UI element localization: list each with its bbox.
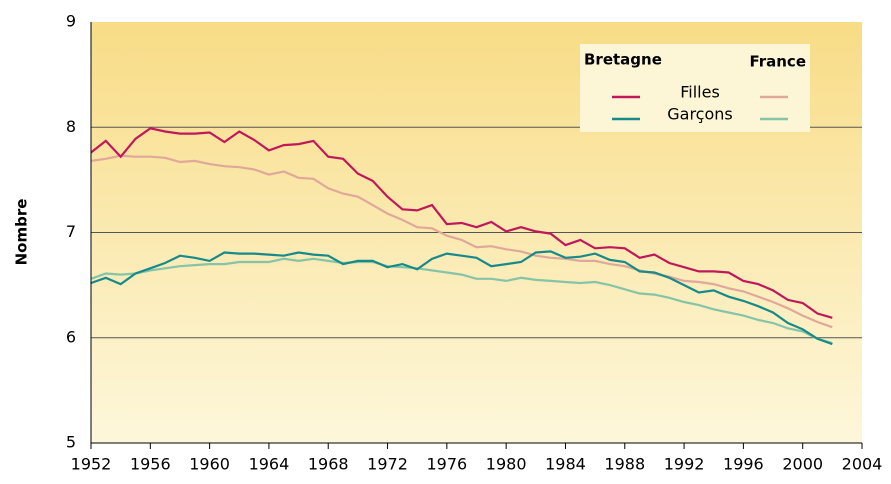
y-axis-label: Nombre <box>13 199 31 266</box>
legend-box <box>580 44 810 132</box>
y-tick-label: 8 <box>66 117 76 136</box>
x-tick-label: 1976 <box>426 455 467 474</box>
lines <box>90 127 833 346</box>
x-tick-label: 2004 <box>842 455 883 474</box>
x-tick-label: 1960 <box>189 455 230 474</box>
legend-group: France <box>749 53 806 71</box>
series-line <box>90 127 833 319</box>
axes: 5 6 7 8 9 1952 1956 1960 1964 1968 1972 1976 1980 198… <box>66 12 883 474</box>
series-line <box>90 154 833 329</box>
x-tick-label: 1956 <box>130 455 171 474</box>
y-tick-label: 6 <box>66 327 76 346</box>
x-tick-label: 1988 <box>604 455 645 474</box>
y-tick-label: 5 <box>66 433 76 452</box>
y-tick-label: 9 <box>66 12 76 31</box>
legend-group: Bretagne <box>584 51 662 69</box>
legend-label: Filles <box>680 83 720 102</box>
legend: Bretagne France Filles Garçons <box>580 44 810 132</box>
x-tick-label: 1968 <box>308 455 349 474</box>
x-tick-label: 1972 <box>367 455 408 474</box>
x-tick-label: 1980 <box>486 455 527 474</box>
x-tick-label: 2000 <box>782 455 823 474</box>
series-line <box>90 250 833 346</box>
series-line <box>90 257 833 345</box>
x-tick-label: 1984 <box>545 455 586 474</box>
x-tick-label: 1964 <box>249 455 290 474</box>
x-tick-label: 1952 <box>71 455 112 474</box>
x-tick-label: 1996 <box>723 455 764 474</box>
y-tick-label: 7 <box>66 222 76 241</box>
legend-label: Garçons <box>667 105 733 124</box>
x-tick-label: 1992 <box>664 455 705 474</box>
